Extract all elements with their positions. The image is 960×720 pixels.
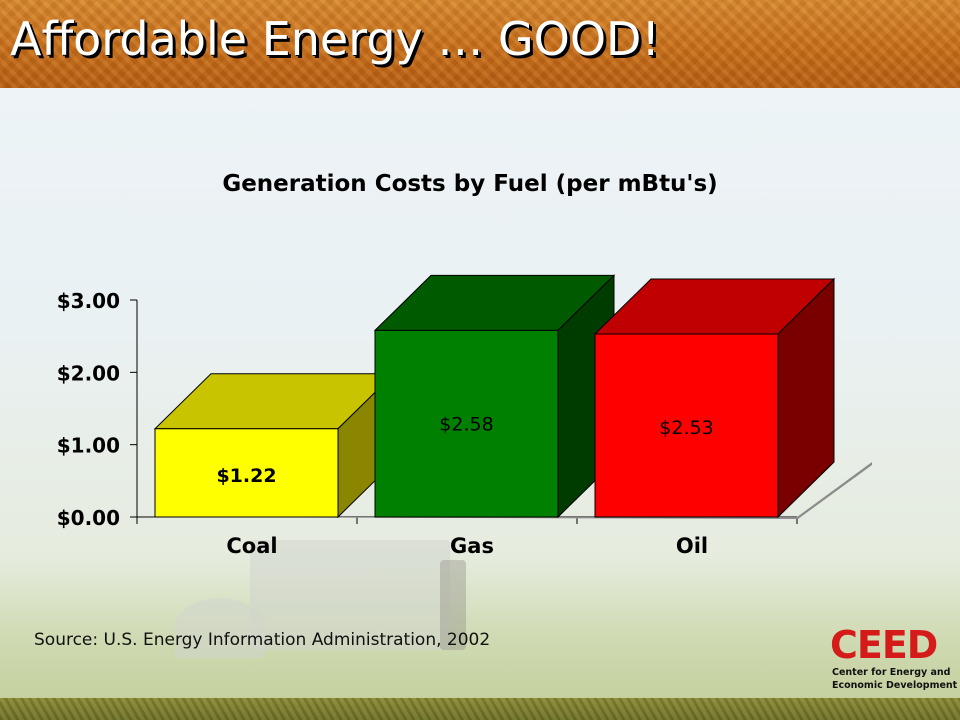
- x-tick-label-coal: Coal: [226, 534, 277, 558]
- chart-title: Generation Costs by Fuel (per mBtu's): [222, 171, 717, 197]
- bar-gas: [374, 329, 559, 518]
- source-citation: Source: U.S. Energy Information Administ…: [34, 630, 491, 650]
- y-tick-label: $3.00: [57, 289, 120, 313]
- data-label-gas: $2.58: [439, 413, 493, 435]
- chart-axes: $0.00 $1.00 $2.00 $3.00: [57, 289, 798, 530]
- y-tick-label: $2.00: [57, 361, 120, 385]
- background-dome: [175, 598, 265, 658]
- logo-line-1: Center for Energy and: [832, 667, 951, 678]
- slide-title: Affordable Energy … GOOD!: [10, 12, 660, 66]
- background-building: [250, 540, 450, 650]
- ceed-logo: CEED Center for Energy and Economic Deve…: [826, 623, 957, 696]
- logo-wordmark: CEED: [830, 623, 938, 667]
- title-banner: Affordable Energy … GOOD!: [0, 0, 960, 88]
- y-tick-label: $1.00: [57, 434, 120, 458]
- logo-line-2: Economic Development: [832, 680, 958, 691]
- x-tick-label-oil: Oil: [676, 534, 708, 558]
- bottom-border: [0, 698, 960, 720]
- bar-oil: [594, 333, 779, 518]
- bar-chart: Generation Costs by Fuel (per mBtu's) $0…: [57, 171, 872, 558]
- chart-bars: [153, 274, 836, 519]
- x-tick-label-gas: Gas: [450, 534, 494, 558]
- chart-labels: $1.22 Coal $2.58 Gas $2.53 Oil: [216, 413, 713, 558]
- data-label-coal: $1.22: [216, 465, 276, 487]
- data-label-oil: $2.53: [659, 417, 713, 439]
- y-tick-label: $0.00: [57, 506, 120, 530]
- background-landscape: [0, 560, 960, 698]
- bar-coal: [154, 428, 339, 518]
- background-tower: [440, 560, 466, 650]
